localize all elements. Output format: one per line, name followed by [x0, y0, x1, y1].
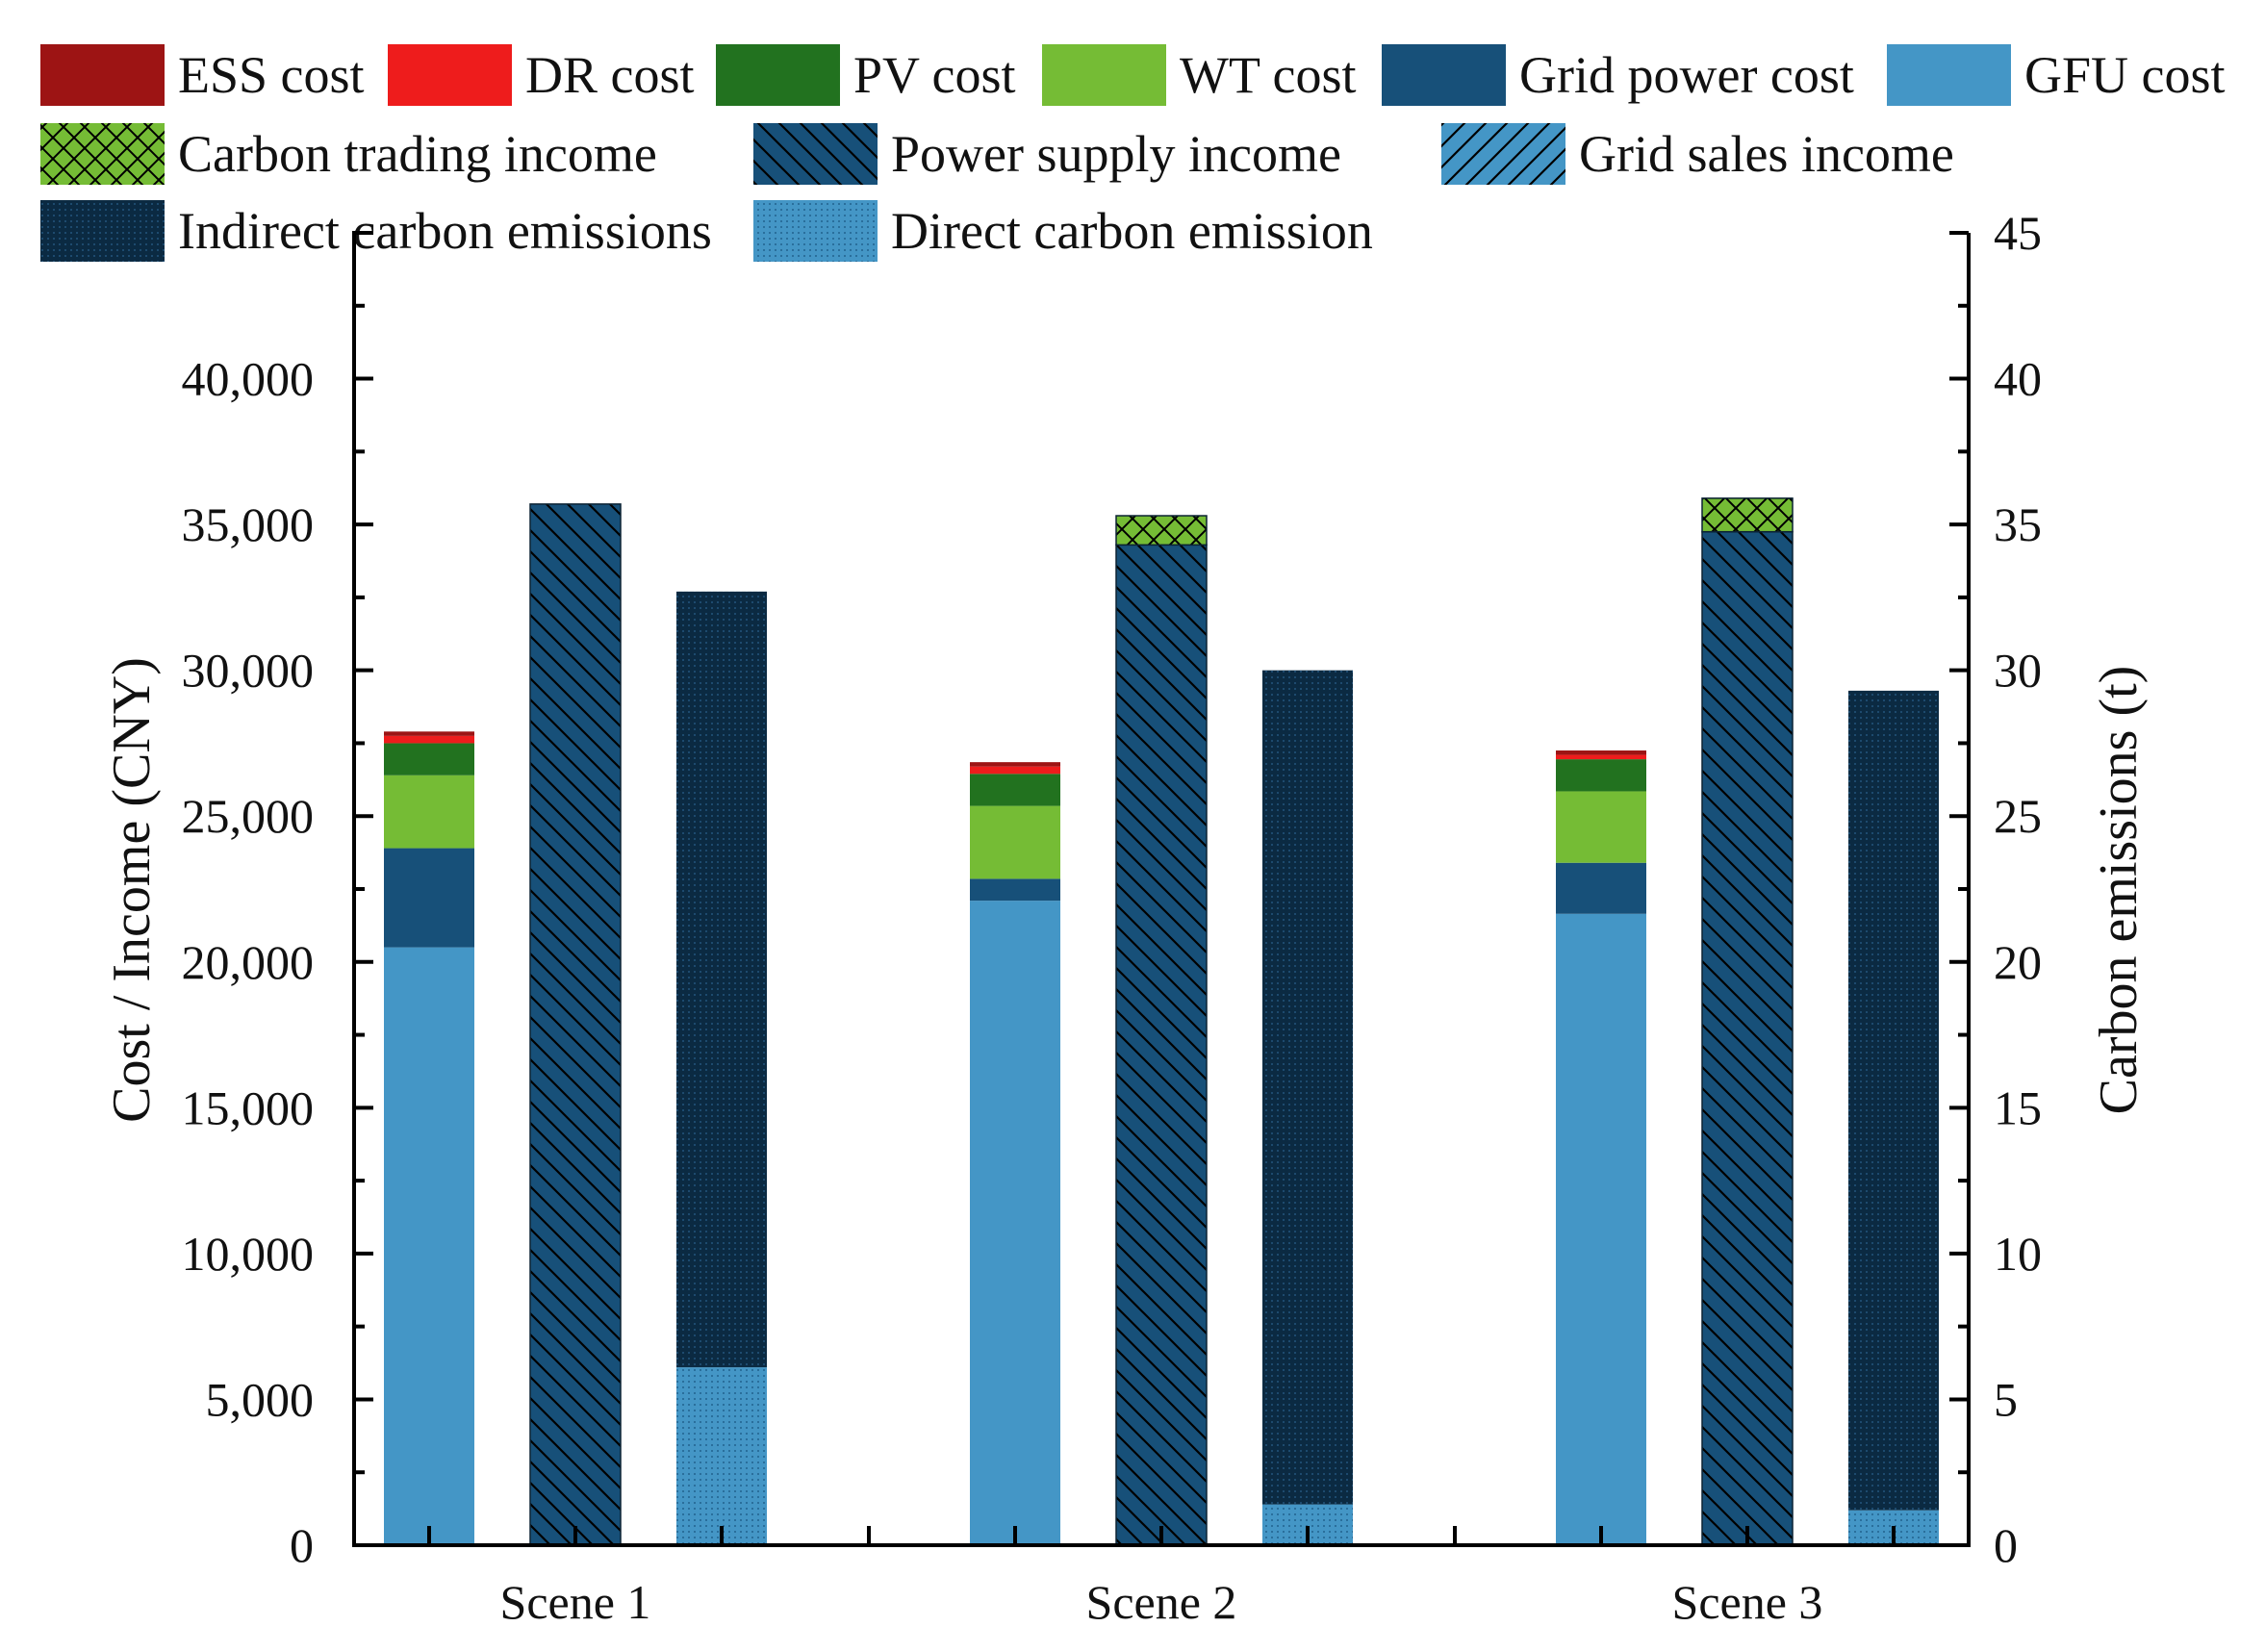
right-tick-label: 45 [1994, 206, 2042, 260]
legend-swatch-grid-power-cost [1382, 44, 1506, 106]
legend-label-dr-cost: DR cost [525, 46, 695, 104]
legend-label-wt-cost: WT cost [1180, 46, 1356, 104]
bar-carbon-trading-income-scene-2 [1115, 515, 1208, 546]
legend-label-ess-cost: ESS cost [178, 46, 365, 104]
left-tick-label: 10,000 [182, 1227, 315, 1281]
right-tick-label: 40 [1994, 352, 2042, 406]
legend-swatch-gfu-cost [1887, 44, 2011, 106]
bar-pv-cost-scene-1 [384, 743, 474, 775]
bar-wt-cost-scene-1 [384, 775, 474, 849]
bar-direct-carbon-emission-scene-1 [676, 1367, 767, 1545]
bar-dr-cost-scene-2 [970, 766, 1060, 775]
legend-label-grid-sales-income: Grid sales income [1579, 125, 1954, 183]
left-tick-label: 30,000 [182, 644, 315, 698]
legend-swatch-power-supply-income [753, 123, 878, 185]
legend-label-carbon-trading-income: Carbon trading income [178, 125, 657, 183]
bar-ess-cost-scene-2 [970, 762, 1060, 767]
bar-ess-cost-scene-1 [384, 731, 474, 736]
right-tick-label: 15 [1994, 1080, 2042, 1134]
bar-gfu-cost-scene-1 [384, 947, 474, 1545]
legend-label-grid-power-cost: Grid power cost [1519, 46, 1854, 104]
legend-swatch-wt-cost [1042, 44, 1166, 106]
right-tick-label: 0 [1994, 1518, 2018, 1572]
left-tick-label: 20,000 [182, 935, 315, 989]
bar-dr-cost-scene-1 [384, 735, 474, 744]
left-axis-title: Cost / Income (CNY) [102, 657, 162, 1123]
legend-label-pv-cost: PV cost [853, 46, 1016, 104]
bar-grid-power-cost-scene-3 [1556, 862, 1646, 914]
bar-gfu-cost-scene-2 [970, 901, 1060, 1545]
left-tick-label: 40,000 [182, 352, 315, 406]
right-axis-title: Carbon emissions (t) [2089, 666, 2149, 1115]
x-tick-label: Scene 2 [1086, 1575, 1237, 1629]
legend-swatch-carbon-trading-income [40, 123, 165, 185]
bar-pv-cost-scene-2 [970, 774, 1060, 806]
bar-grid-power-cost-scene-1 [384, 848, 474, 948]
bar-gfu-cost-scene-3 [1556, 913, 1646, 1545]
legend-label-direct-carbon-emission: Direct carbon emission [891, 202, 1373, 260]
left-tick-label: 0 [290, 1518, 314, 1572]
legend-swatch-ess-cost [40, 44, 165, 106]
right-tick-label: 35 [1994, 497, 2042, 551]
bar-indirect-carbon-emissions-scene-2 [1262, 670, 1353, 1505]
legend-label-indirect-carbon-emissions: Indirect carbon emissions [178, 202, 712, 260]
bars [384, 497, 1939, 1546]
legend-swatch-indirect-carbon-emissions [40, 200, 165, 262]
x-tick-label: Scene 3 [1672, 1575, 1823, 1629]
bar-indirect-carbon-emissions-scene-1 [676, 591, 767, 1368]
right-tick-label: 10 [1994, 1227, 2042, 1281]
left-tick-label: 5,000 [206, 1372, 315, 1426]
bar-wt-cost-scene-2 [970, 805, 1060, 879]
bar-grid-power-cost-scene-2 [970, 878, 1060, 902]
bar-carbon-trading-income-scene-3 [1701, 497, 1794, 533]
legend-label-power-supply-income: Power supply income [891, 125, 1341, 183]
bar-wt-cost-scene-3 [1556, 791, 1646, 863]
bar-power-supply-income-scene-1 [529, 503, 622, 1546]
axes: 0 5,000 10,000 15,000 20,000 25,000 30,000 35,0… [182, 206, 2043, 1629]
bar-power-supply-income-scene-2 [1115, 544, 1208, 1546]
bar-ess-cost-scene-3 [1556, 750, 1646, 755]
bar-power-supply-income-scene-3 [1701, 530, 1794, 1546]
bar-indirect-carbon-emissions-scene-3 [1848, 690, 1939, 1511]
legend-swatch-pv-cost [716, 44, 840, 106]
x-tick-label: Scene 1 [500, 1575, 651, 1629]
legend: ESS cost DR cost PV cost WT cost Grid power … [40, 44, 2226, 262]
legend-swatch-direct-carbon-emission [753, 200, 878, 262]
bar-dr-cost-scene-3 [1556, 754, 1646, 760]
left-tick-label: 15,000 [182, 1080, 315, 1134]
legend-label-gfu-cost: GFU cost [2024, 46, 2226, 104]
legend-swatch-dr-cost [388, 44, 512, 106]
left-tick-label: 35,000 [182, 497, 315, 551]
right-tick-label: 5 [1994, 1372, 2018, 1426]
legend-swatch-grid-sales-income [1441, 123, 1565, 185]
bar-pv-cost-scene-3 [1556, 759, 1646, 792]
left-tick-label: 25,000 [182, 789, 315, 843]
right-tick-label: 25 [1994, 789, 2042, 843]
right-tick-label: 20 [1994, 935, 2042, 989]
right-tick-label: 30 [1994, 644, 2042, 698]
